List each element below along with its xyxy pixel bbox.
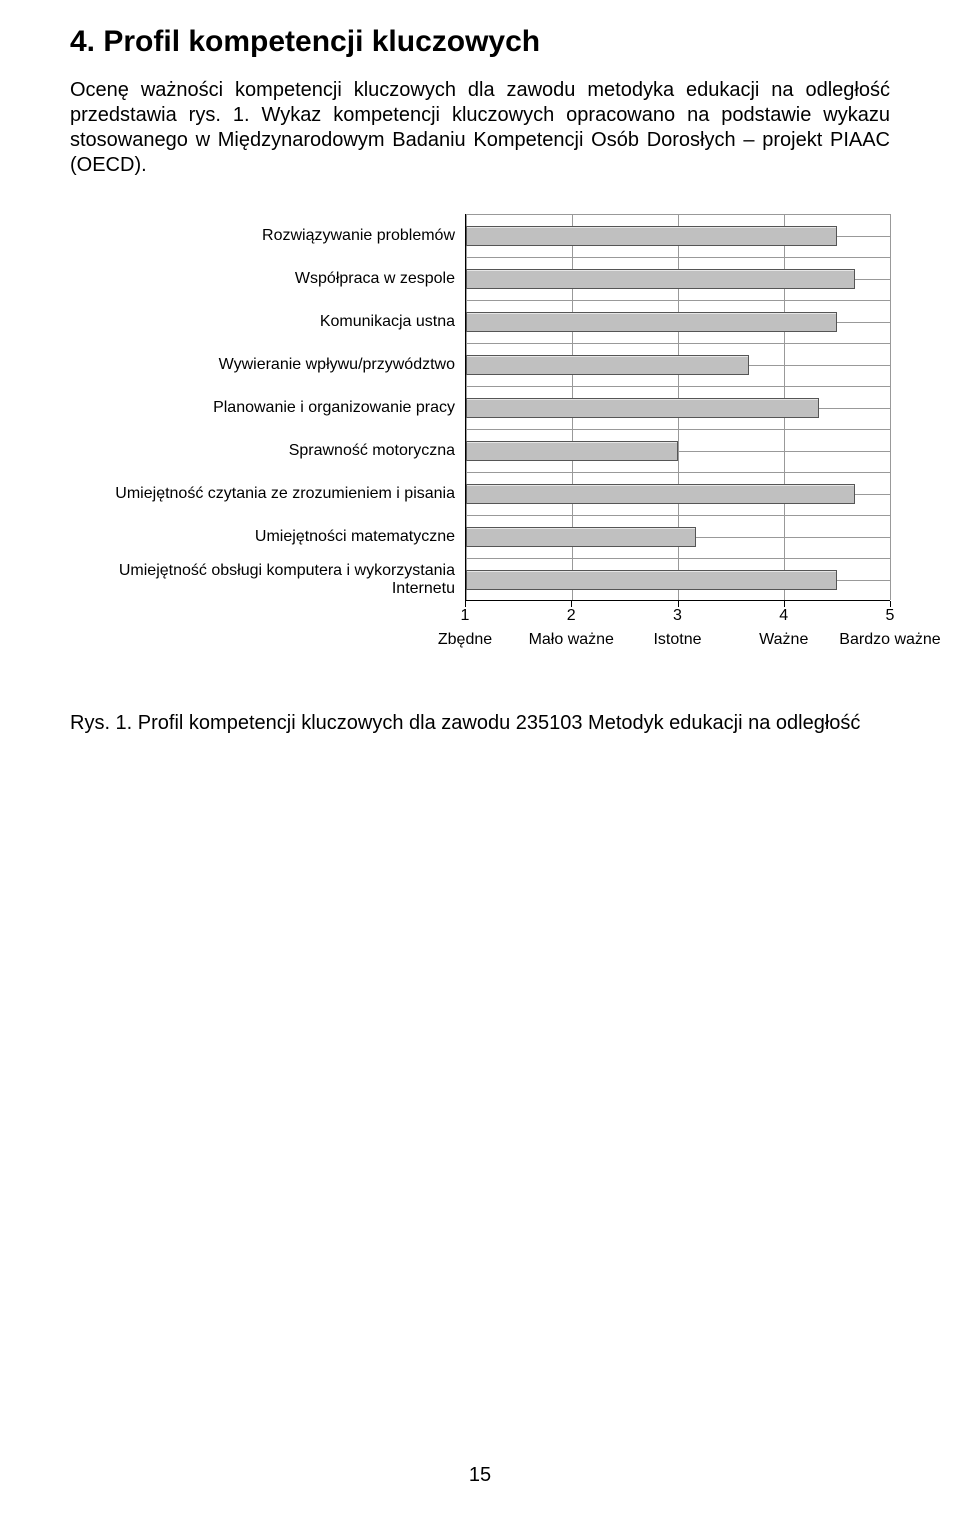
bar-track [466, 429, 890, 472]
figure-caption: Rys. 1. Profil kompetencji kluczowych dl… [70, 710, 890, 736]
bar-track [466, 515, 890, 558]
bar [466, 527, 696, 547]
x-tick-value: 3 [673, 607, 682, 625]
bar [466, 398, 819, 418]
plot-area [465, 214, 890, 601]
bar [466, 484, 855, 504]
bar [466, 355, 749, 375]
bar-track [466, 257, 890, 300]
x-tick-value: 4 [779, 607, 788, 625]
bar-label: Komunikacja ustna [320, 313, 455, 331]
bar [466, 570, 837, 590]
x-tick-value: 1 [461, 607, 470, 625]
bar-track [466, 343, 890, 386]
bar-track [466, 300, 890, 343]
bar-label: Umiejętności matematyczne [255, 528, 455, 546]
bar-track [466, 386, 890, 429]
x-tick-value: 5 [886, 607, 895, 625]
x-tick-category: Mało ważne [529, 631, 614, 649]
x-tick-category: Ważne [759, 631, 808, 649]
bar-label: Planowanie i organizowanie pracy [213, 399, 455, 417]
chart-plot-column: 1Zbędne2Mało ważne3Istotne4Ważne5Bardzo … [465, 214, 890, 684]
bar-label: Współpraca w zespole [295, 270, 455, 288]
bar-track [466, 472, 890, 515]
x-tick-category: Zbędne [438, 631, 492, 649]
bar-track [466, 558, 890, 601]
bar-label: Umiejętność czytania ze zrozumieniem i p… [115, 485, 455, 503]
bar-label: Sprawność motoryczna [289, 442, 455, 460]
grid-line [890, 214, 891, 600]
x-axis: 1Zbędne2Mało ważne3Istotne4Ważne5Bardzo … [465, 601, 890, 681]
bar [466, 441, 678, 461]
bar-track [466, 214, 890, 257]
x-tick-value: 2 [567, 607, 576, 625]
bar [466, 226, 837, 246]
intro-paragraph: Ocenę ważności kompetencji kluczowych dl… [70, 78, 890, 178]
page: 4. Profil kompetencji kluczowych Ocenę w… [0, 0, 960, 1515]
page-number: 15 [0, 1464, 960, 1487]
competency-chart: Rozwiązywanie problemów Współpraca w zes… [70, 214, 890, 684]
bar-label: Rozwiązywanie problemów [262, 227, 455, 245]
bar [466, 269, 855, 289]
section-title: 4. Profil kompetencji kluczowych [70, 24, 890, 60]
chart-labels-column: Rozwiązywanie problemów Współpraca w zes… [70, 214, 465, 601]
x-tick-category: Bardzo ważne [839, 631, 940, 649]
bar-label: Wywieranie wpływu/przywództwo [219, 356, 455, 374]
bar [466, 312, 837, 332]
bar-label: Umiejętność obsługi komputera i wykorzys… [70, 562, 455, 597]
x-tick-category: Istotne [653, 631, 701, 649]
